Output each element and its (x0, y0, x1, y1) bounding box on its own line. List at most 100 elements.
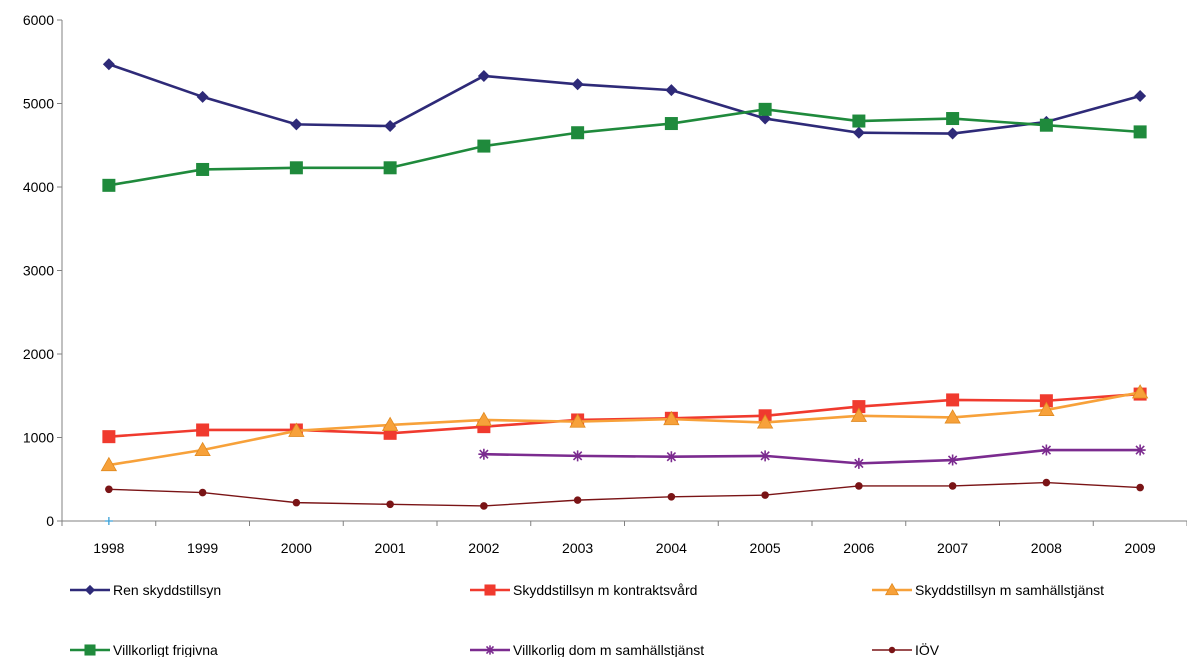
legend-item: Ren skyddstillsyn (70, 582, 221, 598)
data-point (102, 430, 116, 444)
series-iöv (105, 478, 1144, 510)
data-point (384, 120, 397, 133)
data-point (571, 78, 584, 91)
data-point (948, 482, 957, 490)
data-point (198, 488, 207, 497)
series-line (108, 63, 1141, 135)
legend-item: Skyddstillsyn m samhällstjänst (872, 582, 1104, 598)
data-point (1136, 483, 1144, 492)
x-tick-label: 2003 (562, 540, 593, 556)
data-point (480, 502, 488, 510)
x-tick-label: 2007 (937, 540, 968, 556)
series-skyddstillsyn-m-samhällstjänst (100, 384, 1149, 472)
legend-swatch-marker (84, 584, 96, 596)
data-point (1133, 125, 1147, 139)
data-point (1134, 444, 1146, 456)
legend-item: Skyddstillsyn m kontraktsvård (470, 582, 697, 598)
data-point (477, 139, 491, 153)
y-tick-label: 3000 (23, 263, 54, 279)
x-tick-label: 2005 (750, 540, 781, 556)
data-point (573, 496, 582, 504)
data-point (947, 454, 959, 466)
data-point (946, 112, 960, 126)
data-point (102, 58, 115, 71)
stray-marker (104, 517, 113, 525)
legend-item: Villkorligt frigivna (70, 642, 218, 657)
x-tick-label: 2009 (1125, 540, 1156, 556)
data-point (569, 413, 586, 428)
data-point (761, 491, 769, 499)
series-line (483, 448, 1141, 465)
legend-swatch-marker (84, 644, 96, 656)
data-point (1134, 89, 1147, 102)
data-point (852, 114, 866, 128)
data-point (571, 126, 585, 140)
data-point (381, 416, 399, 432)
data-point (667, 492, 676, 501)
data-point (1039, 394, 1053, 408)
data-point (292, 498, 301, 507)
series-villkorlig-dom-m-samhällstjänst (478, 444, 1146, 469)
data-point (288, 422, 305, 437)
x-tick-label: 2002 (468, 540, 499, 556)
x-tick-label: 1999 (187, 540, 218, 556)
legend-swatch-marker (484, 584, 496, 596)
x-tick-label: 1998 (93, 540, 124, 556)
data-point (944, 409, 961, 424)
legend-label: Skyddstillsyn m kontraktsvård (513, 582, 697, 598)
data-point (1040, 444, 1052, 456)
data-point (852, 126, 865, 139)
data-point (102, 178, 116, 192)
data-point (665, 451, 677, 463)
data-point (478, 448, 490, 460)
legend-swatch-marker (888, 646, 896, 654)
legend-item: IÖV (872, 641, 940, 657)
series-line (108, 391, 1141, 467)
data-point (100, 456, 118, 472)
data-point (105, 485, 113, 494)
data-point (852, 400, 866, 414)
data-point (756, 414, 774, 429)
data-point (196, 162, 210, 176)
data-point (194, 441, 211, 457)
data-point (1038, 401, 1055, 416)
y-tick-label: 2000 (23, 346, 54, 362)
x-tick-label: 2004 (656, 540, 687, 556)
legend-swatch-marker (485, 645, 495, 655)
series-villkorligt-frigivna (102, 102, 1147, 192)
data-point (758, 102, 772, 116)
data-point (386, 500, 394, 509)
legend-label: Ren skyddstillsyn (113, 582, 221, 598)
data-point (855, 482, 863, 490)
legend-label: Villkorligt frigivna (113, 642, 218, 657)
data-point (196, 423, 210, 437)
series-line (108, 108, 1141, 187)
data-point (1131, 384, 1149, 399)
legend-label: Skyddstillsyn m samhällstjänst (915, 582, 1104, 598)
legend-item: Villkorlig dom m samhällstjänst (470, 642, 704, 657)
data-point (572, 450, 584, 462)
data-point (853, 457, 865, 469)
data-point (289, 161, 303, 175)
data-point (665, 84, 678, 97)
x-tick-label: 2006 (843, 540, 874, 556)
data-point (475, 411, 493, 426)
y-tick-label: 4000 (23, 179, 54, 195)
data-point (850, 407, 868, 422)
legend-label: Villkorlig dom m samhällstjänst (513, 642, 704, 657)
data-point (946, 127, 959, 140)
data-point (663, 410, 680, 426)
data-point (196, 90, 209, 103)
data-point (1042, 478, 1051, 487)
x-tick-label: 2008 (1031, 540, 1062, 556)
x-tick-label: 2001 (375, 540, 406, 556)
y-tick-label: 5000 (23, 96, 54, 112)
data-point (383, 161, 397, 175)
y-tick-label: 6000 (23, 12, 54, 28)
y-tick-label: 0 (46, 513, 54, 529)
legend-label: IÖV (915, 641, 940, 657)
series-line (108, 481, 1141, 507)
legend-swatch-marker (884, 582, 900, 596)
